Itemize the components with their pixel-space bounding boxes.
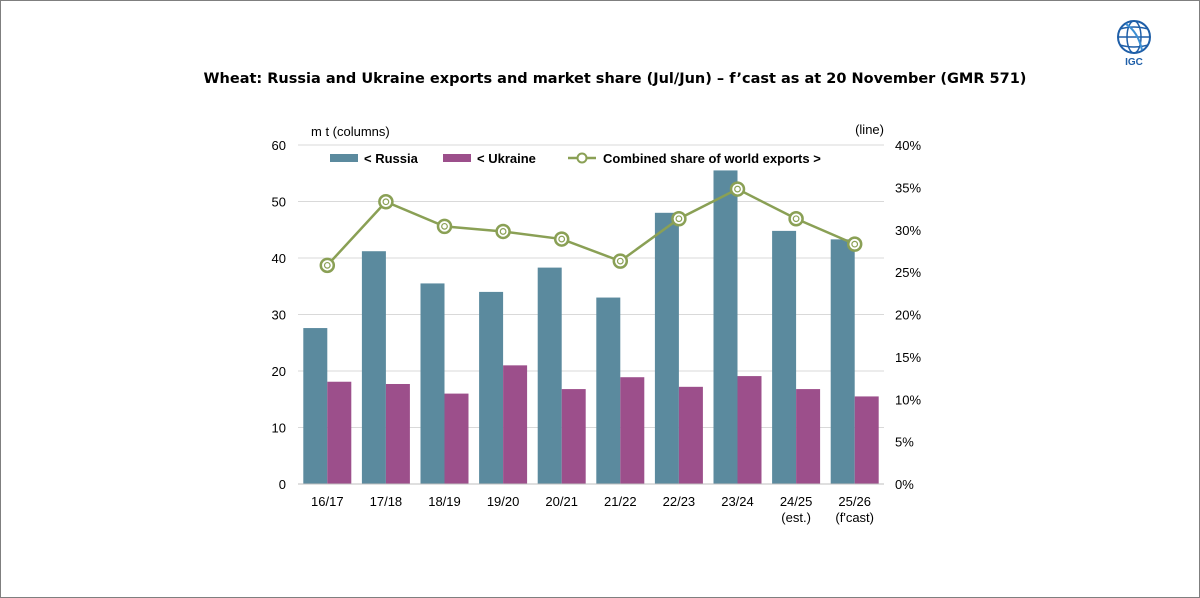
russia-bar bbox=[654, 212, 679, 485]
share-point-inner bbox=[675, 215, 683, 223]
y-right-axis-title: (line) bbox=[855, 122, 884, 137]
share-point-inner bbox=[558, 235, 566, 243]
ukraine-bar bbox=[327, 381, 352, 484]
y-right-tick-label: 30% bbox=[895, 223, 921, 238]
x-tick-label: 23/24 bbox=[721, 494, 754, 509]
axes: 0 10 20 30 40 50 60 0% 5% 10% 15% 20% 25% 30% 35% 40% m … bbox=[272, 122, 922, 525]
share-point-inner bbox=[499, 228, 507, 235]
share-point-inner bbox=[851, 240, 859, 248]
y-right-tick-label: 10% bbox=[895, 392, 921, 407]
y-right-tick-label: 40% bbox=[895, 138, 921, 153]
ukraine-bar bbox=[503, 365, 528, 484]
legend-russia-label: < Russia bbox=[364, 151, 419, 166]
y-left-tick-label: 10 bbox=[272, 421, 286, 436]
chart-title: Wheat: Russia and Ukraine exports and ma… bbox=[203, 71, 1027, 87]
ukraine-bar bbox=[737, 376, 762, 484]
share-line bbox=[319, 181, 863, 274]
y-left-tick-label: 40 bbox=[272, 251, 286, 266]
ukraine-bar bbox=[385, 383, 410, 484]
russia-bar bbox=[420, 283, 445, 484]
x-tick-label: 17/18 bbox=[370, 494, 403, 509]
y-right-tick-label: 0% bbox=[895, 477, 914, 492]
ukraine-bar bbox=[620, 377, 645, 484]
y-left-tick-label: 60 bbox=[272, 138, 286, 153]
x-tick-label: 19/20 bbox=[487, 494, 520, 509]
ukraine-bar bbox=[561, 389, 586, 484]
bars bbox=[303, 170, 879, 485]
x-tick-label: (est.) bbox=[781, 510, 811, 525]
y-left-tick-label: 20 bbox=[272, 364, 286, 379]
ukraine-bar bbox=[796, 389, 821, 484]
y-left-tick-label: 30 bbox=[272, 308, 286, 323]
legend-combined-share-label: Combined share of world exports > bbox=[603, 151, 821, 166]
russia-bar bbox=[303, 328, 328, 484]
x-tick-label: 18/19 bbox=[428, 494, 461, 509]
share-point-inner bbox=[616, 257, 624, 265]
y-right-tick-label: 35% bbox=[895, 180, 921, 195]
combined-share-line bbox=[326, 187, 856, 267]
ukraine-bar bbox=[854, 396, 879, 484]
share-point-inner bbox=[441, 222, 448, 230]
russia-bar bbox=[713, 170, 738, 485]
x-tick-label: 16/17 bbox=[311, 494, 344, 509]
share-point-inner bbox=[323, 261, 331, 269]
x-tick-label: 20/21 bbox=[545, 494, 578, 509]
y-left-tick-label: 50 bbox=[272, 195, 286, 210]
ukraine-bar bbox=[678, 386, 703, 484]
ukraine-bar bbox=[444, 393, 469, 484]
legend-russia-swatch bbox=[330, 154, 358, 162]
y-left-axis-title: m t (columns) bbox=[311, 124, 390, 139]
legend-combined-share-swatch-marker bbox=[576, 152, 588, 164]
russia-bar bbox=[772, 230, 797, 484]
russia-bar bbox=[537, 267, 562, 484]
russia-bar bbox=[361, 251, 386, 484]
y-left-tick-label: 0 bbox=[279, 477, 286, 492]
russia-bar bbox=[830, 239, 855, 484]
x-tick-label: 25/26 bbox=[838, 494, 871, 509]
y-right-tick-label: 25% bbox=[895, 265, 921, 280]
share-point-inner bbox=[734, 185, 741, 193]
legend-ukraine-label: < Ukraine bbox=[477, 151, 536, 166]
russia-bar bbox=[596, 297, 621, 484]
x-tick-label: 21/22 bbox=[604, 494, 637, 509]
x-tick-label: 22/23 bbox=[663, 494, 696, 509]
legend: < Russia < Ukraine Combined share of world… bbox=[330, 151, 821, 166]
legend-ukraine-swatch bbox=[443, 154, 471, 162]
share-point-inner bbox=[382, 198, 390, 206]
y-right-tick-label: 5% bbox=[895, 435, 914, 450]
russia-bar bbox=[479, 291, 504, 484]
y-right-tick-label: 15% bbox=[895, 350, 921, 365]
igc-globe-logo-icon bbox=[1117, 20, 1151, 54]
share-point-inner bbox=[792, 215, 800, 223]
y-right-tick-label: 20% bbox=[895, 308, 921, 323]
x-tick-label: 24/25 bbox=[780, 494, 813, 509]
x-tick-label: (f'cast) bbox=[835, 510, 874, 525]
logo-text: IGC bbox=[1125, 57, 1143, 68]
